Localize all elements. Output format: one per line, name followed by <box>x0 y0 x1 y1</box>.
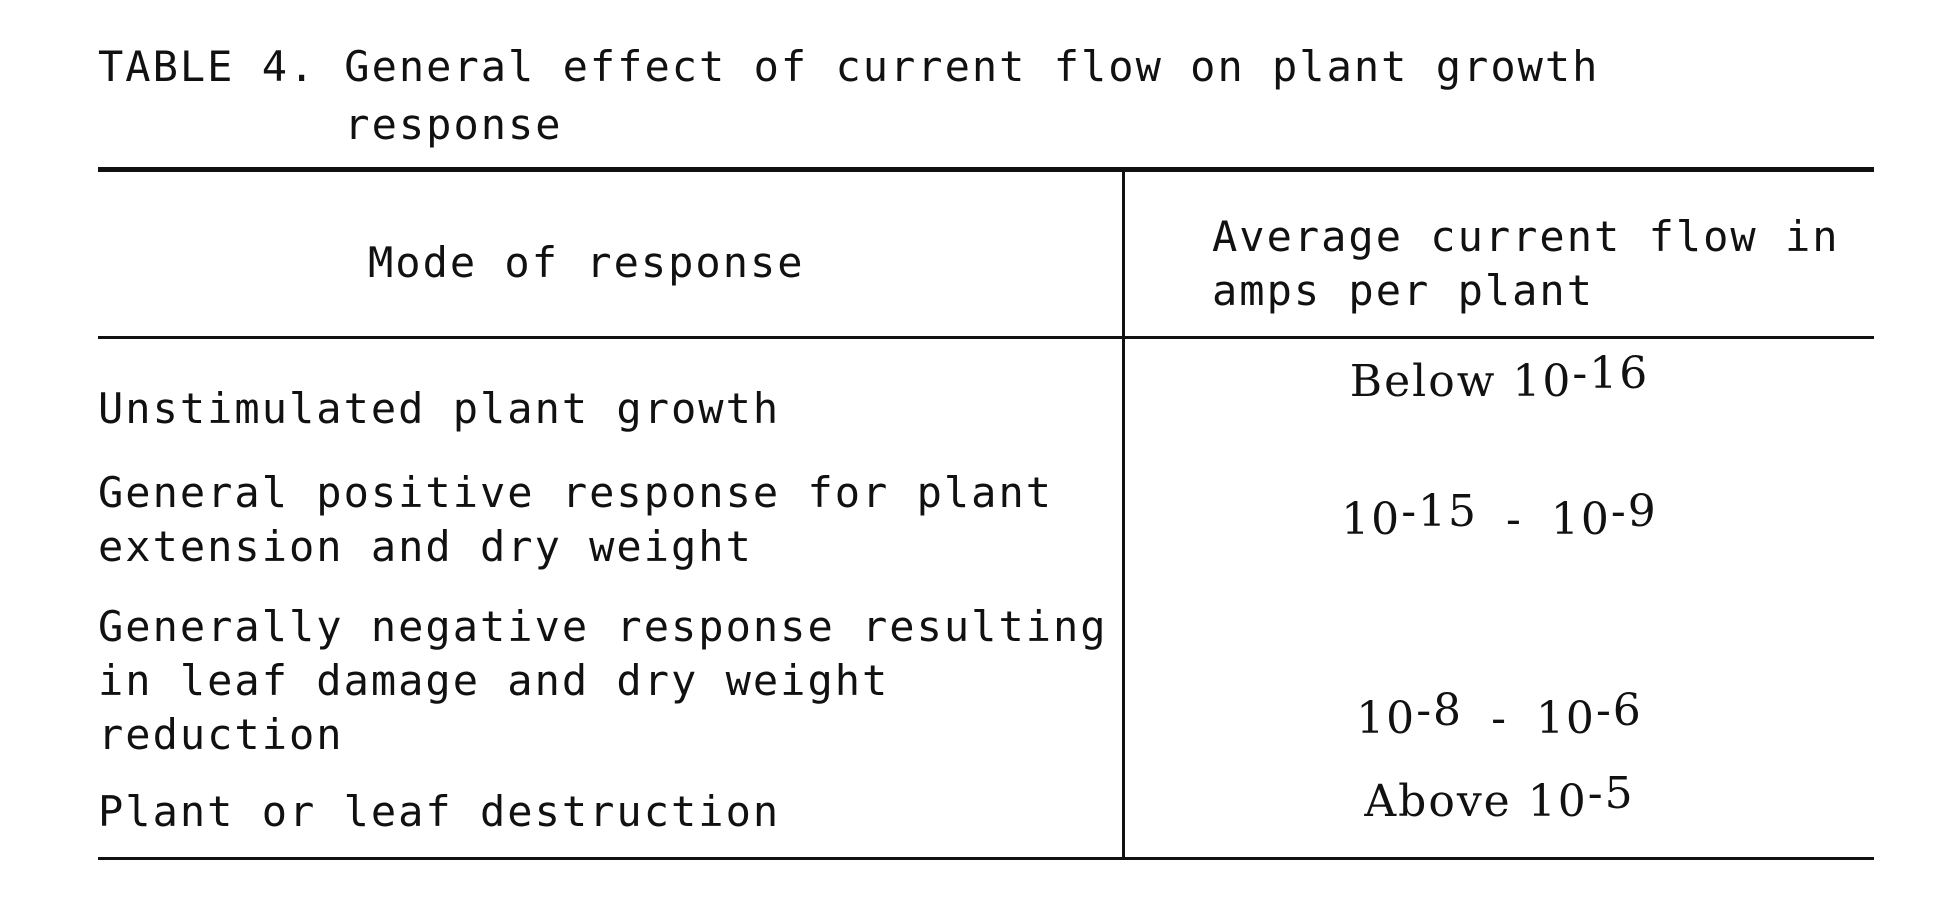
table-caption: TABLE 4. General effect of current flow … <box>98 38 1764 154</box>
header-rule <box>98 336 1874 339</box>
table-label: TABLE 4. <box>98 42 317 91</box>
row-current: 10-15-10-9 <box>1341 486 1658 546</box>
header-mode: Mode of response <box>368 238 805 287</box>
row-mode: Generally negative response resulting in… <box>98 602 1108 759</box>
row-current: Below 10-16 <box>1349 348 1650 408</box>
row-current: Above 10-5 <box>1364 768 1635 828</box>
row-mode: General positive response for plant exte… <box>98 468 1054 571</box>
row-current: 10-8-10-6 <box>1356 685 1643 745</box>
bottom-rule <box>98 857 1874 860</box>
row-mode: Unstimulated plant growth <box>98 384 781 433</box>
table-title: General effect of current flow on plant … <box>344 42 1600 149</box>
top-rule <box>98 167 1874 172</box>
column-divider <box>1122 172 1125 859</box>
header-current: Average current flow in amps per plant <box>1212 212 1840 315</box>
row-mode: Plant or leaf destruction <box>98 787 781 836</box>
